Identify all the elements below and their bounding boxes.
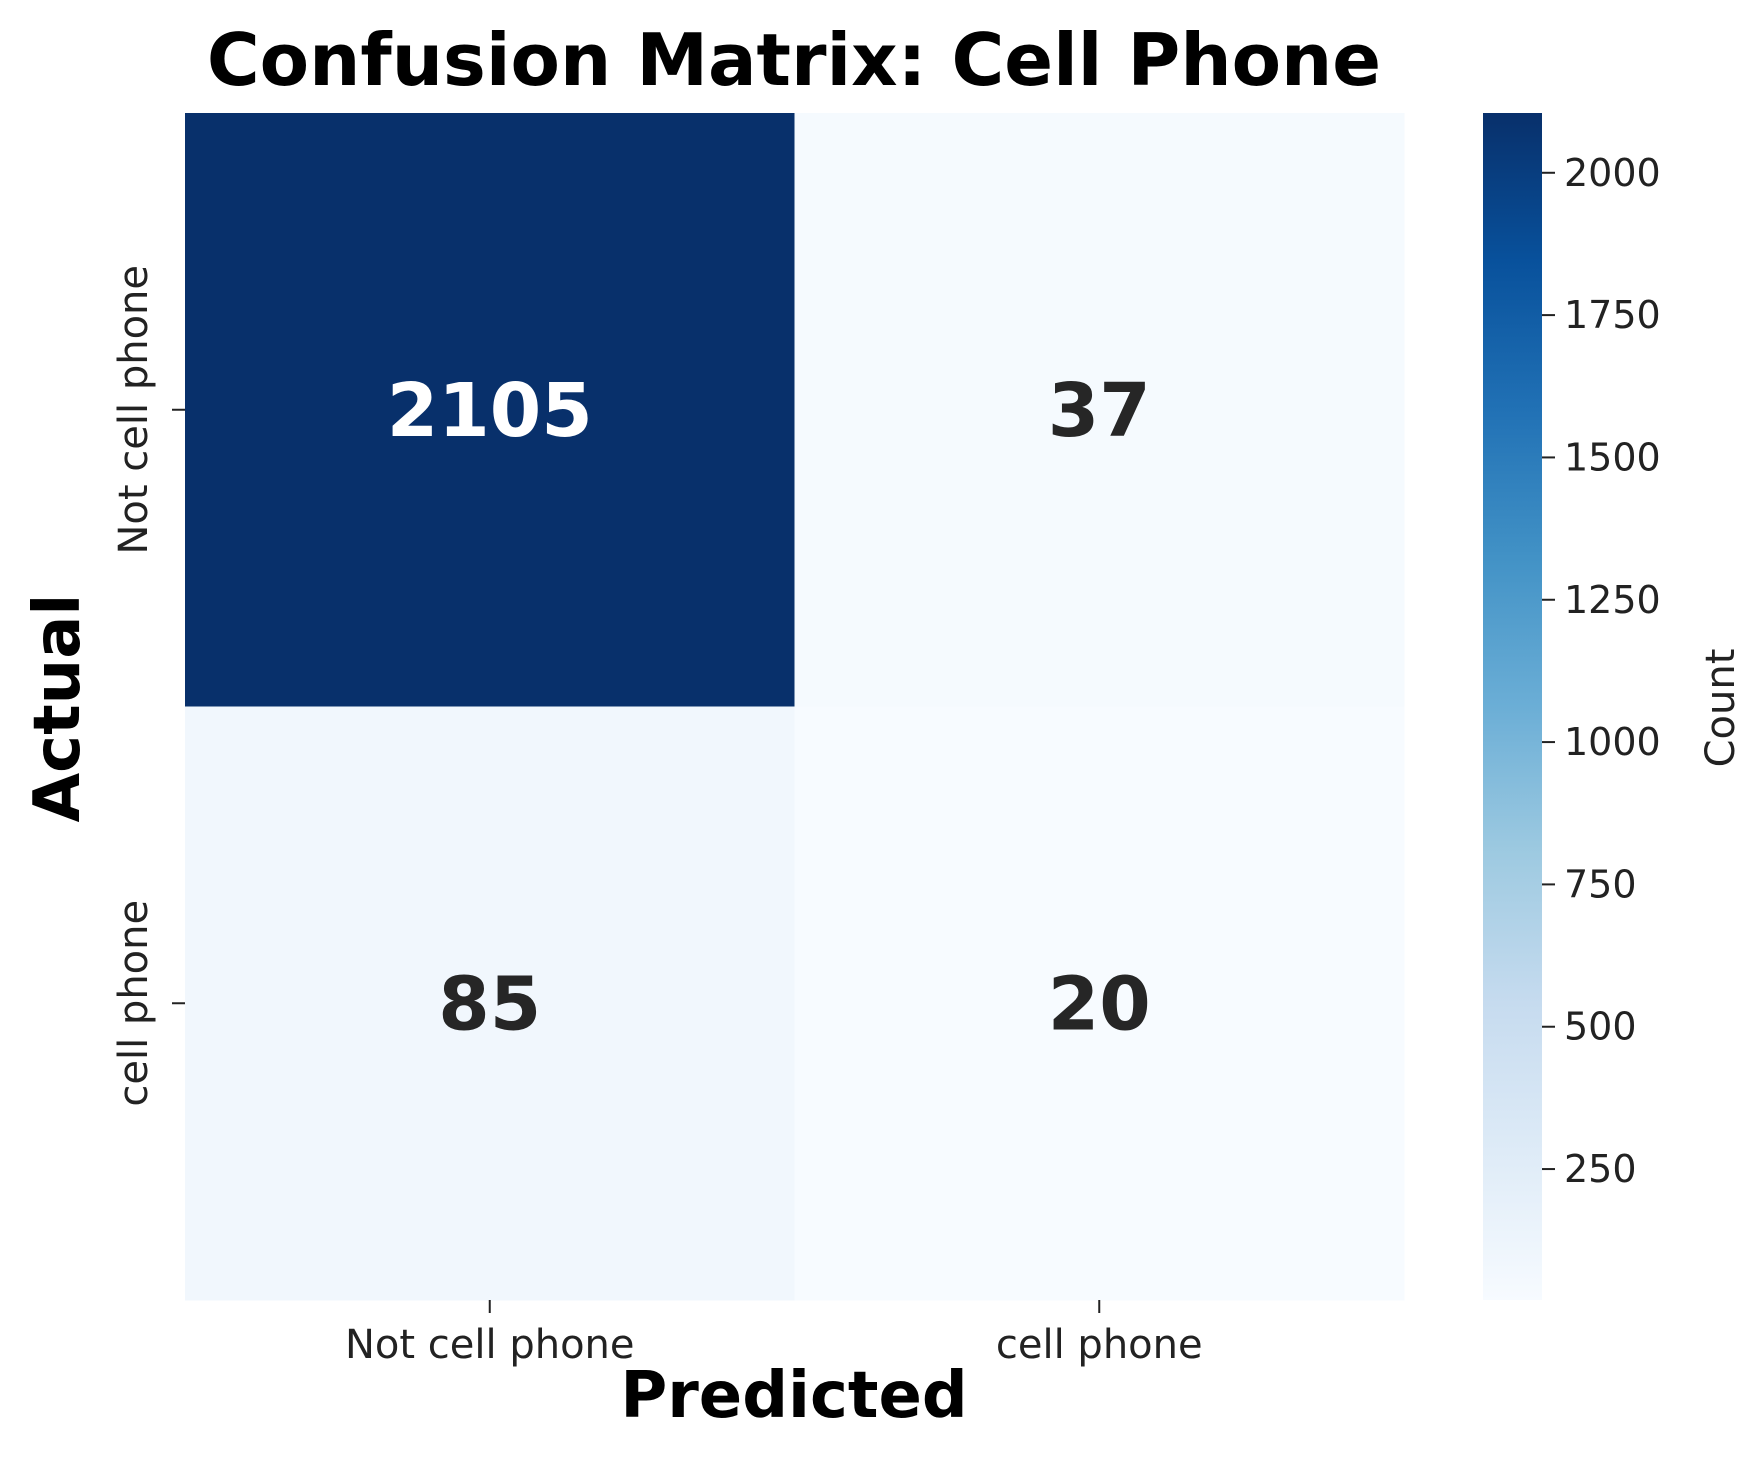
x-tick-label: Not cell phone	[345, 1322, 635, 1368]
colorbar	[1483, 113, 1542, 1300]
colorbar-tick-label: 1500	[1564, 435, 1661, 479]
colorbar-tick-label: 500	[1564, 1005, 1637, 1049]
heatmap-cell-0-0	[185, 113, 795, 707]
heatmap-cell-1-0	[185, 706, 795, 1301]
y-axis-ticks: Not cell phone cell phone	[111, 265, 185, 1107]
y-tick-label: cell phone	[111, 900, 157, 1107]
x-axis-label: Predicted	[620, 1359, 967, 1433]
colorbar-tick-label: 750	[1564, 862, 1637, 906]
cell-value-label: 37	[1048, 368, 1151, 454]
heatmap-cell-1-1	[794, 706, 1405, 1301]
y-tick-label: Not cell phone	[111, 265, 157, 555]
cell-value-label: 85	[438, 961, 541, 1047]
colorbar-tick-label: 1750	[1564, 293, 1661, 337]
heatmap-cell-0-1	[794, 113, 1405, 707]
chart-title: Confusion Matrix: Cell Phone	[207, 18, 1381, 102]
y-axis-label: Actual	[21, 594, 95, 823]
x-tick-label: cell phone	[996, 1322, 1203, 1368]
x-axis-ticks: Not cell phone cell phone	[345, 1300, 1203, 1368]
colorbar-ticks: 250 500 750 1000 1250 1500 1750 2000	[1542, 151, 1661, 1191]
colorbar-tick-label: 1250	[1564, 578, 1661, 622]
cell-value-label: 2105	[387, 368, 593, 454]
colorbar-tick-label: 2000	[1564, 151, 1661, 195]
colorbar-label: Count	[1698, 649, 1744, 768]
colorbar-tick-label: 1000	[1564, 720, 1661, 764]
colorbar-tick-label: 250	[1564, 1147, 1637, 1191]
cell-value-label: 20	[1048, 961, 1151, 1047]
heatmap-cells: 2105 37 85 20	[185, 113, 1405, 1301]
